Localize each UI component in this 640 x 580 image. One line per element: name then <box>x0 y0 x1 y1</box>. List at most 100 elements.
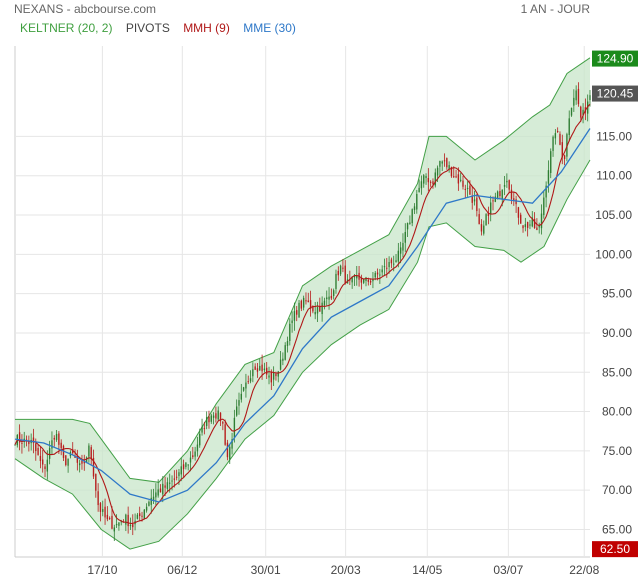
candle-body <box>48 448 51 459</box>
candle-body <box>245 382 247 389</box>
candle-body <box>14 444 16 446</box>
candle-body <box>420 181 423 189</box>
candle-body <box>446 158 448 168</box>
candle-body <box>252 369 254 377</box>
candle-body <box>210 415 212 422</box>
candle-body <box>552 136 554 151</box>
candle-body <box>164 485 166 488</box>
candle-body <box>185 462 187 468</box>
candle-body <box>360 277 363 283</box>
period-label[interactable]: 1 AN - JOUR <box>520 2 590 16</box>
candle-body <box>62 445 65 458</box>
candle-body <box>203 428 206 430</box>
legend-pivots[interactable]: PIVOTS <box>125 21 170 35</box>
y-tick-label: 90.00 <box>602 326 632 340</box>
candle-body <box>462 180 464 187</box>
x-tick-label: 17/10 <box>87 563 117 577</box>
y-tick-label: 80.00 <box>602 405 632 419</box>
candle-body <box>240 393 242 400</box>
candle-body <box>238 400 240 406</box>
candle-body <box>554 133 557 139</box>
candle-body <box>222 421 224 424</box>
candle-body <box>175 476 178 478</box>
chart-title: NEXANS - abcbourse.com <box>14 2 157 16</box>
candle-body <box>256 368 259 372</box>
price-tag-low: 62.50 <box>600 542 630 556</box>
candle-body <box>275 374 277 377</box>
candle-body <box>115 523 118 526</box>
candle-body <box>432 181 434 185</box>
candle-body <box>386 267 388 269</box>
candle-body <box>55 433 58 440</box>
candle-body <box>263 368 266 371</box>
candle-body <box>18 432 21 443</box>
y-tick-label: 65.00 <box>602 522 632 536</box>
candle-body <box>522 225 524 229</box>
candle-body <box>418 187 420 193</box>
candle-body <box>402 243 404 251</box>
candle-body <box>127 514 129 527</box>
candle-body <box>53 437 55 440</box>
legend-mmh[interactable]: MMH (9) <box>183 21 230 35</box>
candle-body <box>219 412 222 422</box>
candle-body <box>517 207 520 218</box>
candle-body <box>51 440 53 449</box>
candle-body <box>249 378 252 382</box>
candle-body <box>393 263 395 265</box>
candle-body <box>279 359 282 370</box>
keltner-band <box>15 57 590 550</box>
candle-body <box>196 444 199 452</box>
candle-body <box>508 180 510 190</box>
candle-body <box>300 300 303 309</box>
candle-body <box>302 297 305 308</box>
candle-body <box>524 224 527 228</box>
candle-body <box>492 200 494 202</box>
legend-mme[interactable]: MME (30) <box>243 21 296 35</box>
candle-body <box>356 275 358 279</box>
candle-body <box>556 130 559 132</box>
candle-body <box>85 457 88 463</box>
candle-body <box>187 464 189 466</box>
candle-body <box>215 413 217 419</box>
x-tick-label: 20/03 <box>331 563 361 577</box>
candle-body <box>261 364 263 372</box>
candle-body <box>201 426 203 433</box>
candle-body <box>374 272 376 278</box>
legend-keltner[interactable]: KELTNER (20, 2) <box>20 21 113 35</box>
candle-body <box>372 279 374 282</box>
candle-body <box>136 514 139 519</box>
candle-body <box>118 522 120 526</box>
mme-line <box>14 128 591 503</box>
candle-body <box>434 172 436 186</box>
candle-body <box>397 250 400 262</box>
candle-body <box>277 371 279 377</box>
candle-body <box>108 517 111 519</box>
candle-body <box>494 196 497 202</box>
candle-body <box>205 417 208 426</box>
candle-body <box>538 225 540 228</box>
y-tick-label: 100.00 <box>595 247 632 261</box>
candle-body <box>309 300 312 309</box>
candle-body <box>582 109 584 115</box>
candle-body <box>81 460 83 464</box>
candle-body <box>28 441 30 445</box>
candle-body <box>501 189 503 200</box>
candle-body <box>406 223 409 230</box>
candle-body <box>448 165 450 170</box>
candle-body <box>496 191 499 200</box>
candle-body <box>217 410 219 420</box>
candle-body <box>229 446 231 460</box>
candle-body <box>485 214 487 226</box>
candle-body <box>559 133 561 145</box>
candle-body <box>254 366 256 370</box>
candle-body <box>545 185 547 198</box>
price-tag-last-bg <box>592 85 638 102</box>
candle-body <box>106 514 109 520</box>
indicator-legend: KELTNER (20, 2) PIVOTS MMH (9) MME (30) <box>20 21 306 35</box>
candle-body <box>194 451 196 457</box>
candle-body <box>178 472 180 477</box>
candle-body <box>455 176 457 178</box>
candle-body <box>242 387 245 391</box>
candle-body <box>459 179 462 181</box>
